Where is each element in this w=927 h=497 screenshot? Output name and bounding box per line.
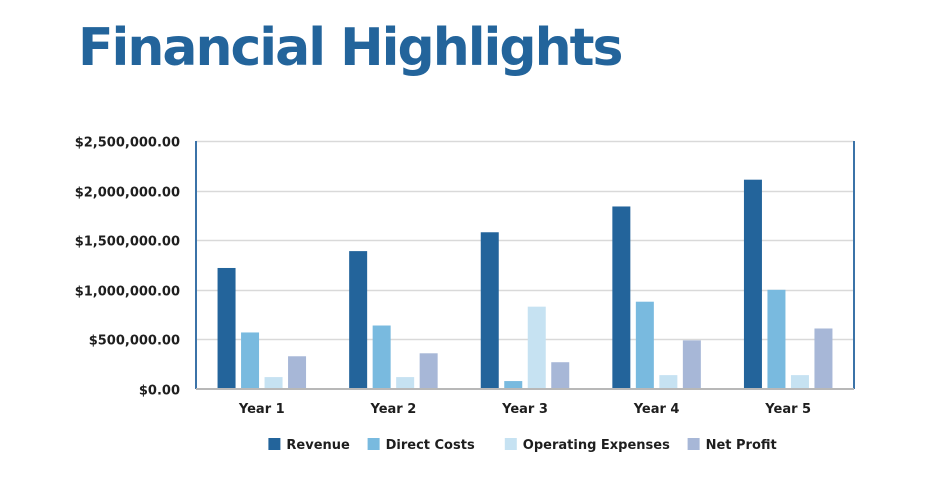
bar-revenue-year-5 [743,179,762,389]
bar-net-profit-year-3 [551,362,570,389]
x-tick-labels: Year 1 Year 2 Year 3 Year 4 Year 5 [238,402,811,417]
bar-operating-expenses-year-3 [527,306,546,389]
legend: Revenue Direct Costs Operating Expenses Net… [268,438,777,453]
legend-label-net-profit: Net Profit [706,438,777,453]
x-tick-label: Year 4 [633,402,680,417]
y-tick-label: $0.00 [139,384,180,399]
page-title: Financial Highlights [78,18,623,78]
bar-operating-expenses-year-4 [659,375,678,389]
bar-net-profit-year-5 [814,328,833,389]
x-tick-label: Year 1 [238,402,285,417]
bar-direct-costs-year-5 [767,289,786,389]
legend-swatch-net-profit [687,438,700,450]
y-tick-label: $1,000,000.00 [75,285,180,300]
y-tick-labels: $0.00 $500,000.00 $1,000,000.00 $1,500,000.… [75,136,180,399]
bar-operating-expenses-year-2 [396,377,415,389]
axes [195,141,855,390]
bar-net-profit-year-2 [419,353,438,389]
bar-net-profit-year-4 [682,340,701,389]
legend-swatch-operating-expenses [504,438,517,450]
y-tick-label: $2,500,000.00 [75,136,180,151]
y-tick-label: $2,000,000.00 [75,186,180,201]
x-tick-label: Year 3 [501,402,548,417]
legend-label-direct-costs: Direct Costs [386,438,475,453]
bar-direct-costs-year-2 [372,325,391,389]
bar-revenue-year-3 [480,232,499,389]
bar-revenue-year-2 [349,251,368,389]
bar-direct-costs-year-3 [504,381,523,389]
legend-label-revenue: Revenue [286,438,350,453]
legend-swatch-revenue [268,438,281,450]
bars [217,179,833,389]
bar-operating-expenses-year-5 [790,375,809,389]
x-tick-label: Year 5 [764,402,811,417]
bar-direct-costs-year-1 [241,332,260,389]
bar-direct-costs-year-4 [635,301,654,389]
y-tick-label: $1,500,000.00 [75,235,180,250]
bar-net-profit-year-1 [288,356,307,389]
bar-operating-expenses-year-1 [264,377,283,389]
y-tick-label: $500,000.00 [89,334,180,349]
bar-revenue-year-4 [612,206,631,389]
bar-revenue-year-1 [217,267,236,389]
legend-label-operating-expenses: Operating Expenses [523,438,670,453]
x-tick-label: Year 2 [370,402,417,417]
legend-swatch-direct-costs [367,438,380,450]
